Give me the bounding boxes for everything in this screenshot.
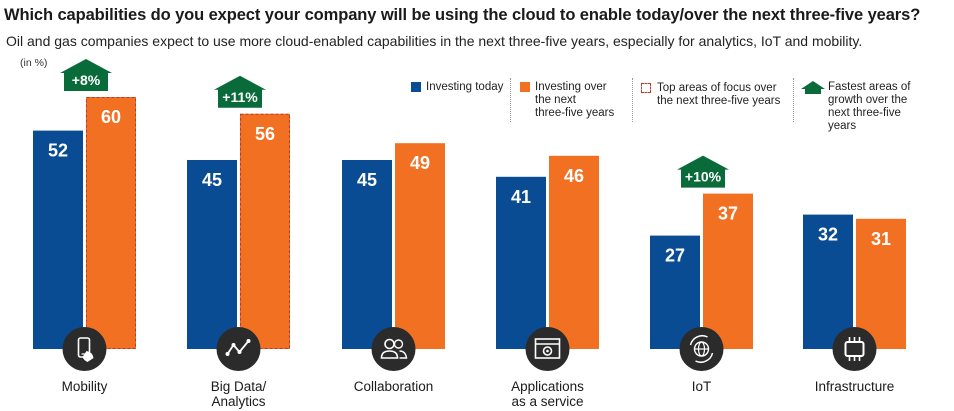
bar-group: 52 60 <box>33 97 136 349</box>
bar-today <box>187 160 237 349</box>
bar-group: 45 56 <box>187 113 290 349</box>
icon-circle <box>216 327 261 371</box>
data-label: 32 <box>818 225 838 245</box>
legend-swatch-focus <box>641 83 651 93</box>
data-label: 52 <box>48 141 68 161</box>
growth-arrow-icon <box>60 59 112 91</box>
category-label: IoT <box>691 379 712 394</box>
legend-divider <box>793 78 794 122</box>
bar-future <box>240 113 290 349</box>
growth-arrow-icon <box>677 155 729 188</box>
bar-group: 41 46 <box>496 155 599 349</box>
data-label: 41 <box>511 187 531 207</box>
category-label: Mobility <box>61 379 108 394</box>
growth-badge-label: +11% <box>222 89 258 105</box>
bar-group: 32 31 <box>803 214 906 349</box>
growth-badge: +10% <box>677 155 729 188</box>
people-icon <box>380 338 408 359</box>
bar-today <box>33 130 83 349</box>
bar-future <box>395 143 445 349</box>
bar-future <box>549 155 599 349</box>
chart-title: Which capabilities do you expect your co… <box>4 6 921 24</box>
legend-label-today: Investing today <box>426 81 504 93</box>
bar-today <box>342 160 392 349</box>
icon-circle <box>832 327 877 371</box>
icon-circle <box>525 327 570 371</box>
growth-badge: +11% <box>214 75 266 108</box>
growth-badge: +8% <box>60 59 112 91</box>
data-label: 56 <box>255 124 275 144</box>
mobile-hand-icon <box>77 337 94 362</box>
growth-badge-label: +8% <box>72 72 101 88</box>
bar-group: 45 49 <box>342 143 445 349</box>
icon-circle <box>371 327 416 371</box>
globe-sync-icon <box>689 335 714 363</box>
data-label: 46 <box>564 166 584 186</box>
legend-label-future: Investing over the next three-five years <box>535 81 615 119</box>
bar-future <box>856 218 906 349</box>
app-window-icon <box>525 327 570 371</box>
icon-circle <box>62 327 107 371</box>
legend-label-growth: Fastest areas of growth over the next th… <box>828 81 911 132</box>
growth-arrow-icon <box>801 81 825 94</box>
legend-divider <box>632 78 633 122</box>
category-label: Big Data/ Analytics <box>210 379 267 409</box>
legend-swatch-today <box>411 82 421 92</box>
data-label: 60 <box>101 107 121 127</box>
data-label: 27 <box>665 246 685 266</box>
data-label: 49 <box>410 153 430 173</box>
data-label: 45 <box>357 170 377 190</box>
globe-sync-icon <box>679 327 724 371</box>
analytics-line-icon <box>216 327 261 371</box>
category-label: Infrastructure <box>814 379 895 394</box>
mobile-hand-icon <box>62 327 107 371</box>
data-label: 31 <box>871 229 891 249</box>
legend-divider <box>510 78 511 122</box>
bar-today <box>803 214 853 349</box>
legend-label-focus: Top areas of focus over the next three-f… <box>657 82 781 107</box>
bar-group: 27 37 <box>650 193 753 349</box>
bar-future <box>703 193 753 349</box>
category-label: Applications as a service <box>511 379 584 409</box>
top-focus-outline <box>240 113 290 349</box>
chart-subtitle: Oil and gas companies expect to use more… <box>6 33 863 49</box>
people-icon <box>371 327 416 371</box>
app-window-icon <box>534 338 561 359</box>
growth-badge-label: +10% <box>685 169 722 185</box>
analytics-line-icon <box>225 339 251 356</box>
bar-future <box>86 97 136 349</box>
data-label: 37 <box>718 204 738 224</box>
category-label: Collaboration <box>353 379 434 394</box>
bar-today <box>496 176 546 349</box>
growth-arrow-icon <box>214 75 266 108</box>
data-label: 45 <box>202 170 222 190</box>
chip-icon <box>844 337 865 361</box>
chip-icon <box>832 327 877 371</box>
legend-swatch-future <box>520 82 530 92</box>
unit-label: (in %) <box>20 57 48 69</box>
